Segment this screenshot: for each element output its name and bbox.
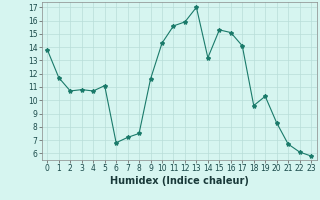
X-axis label: Humidex (Indice chaleur): Humidex (Indice chaleur) <box>110 176 249 186</box>
